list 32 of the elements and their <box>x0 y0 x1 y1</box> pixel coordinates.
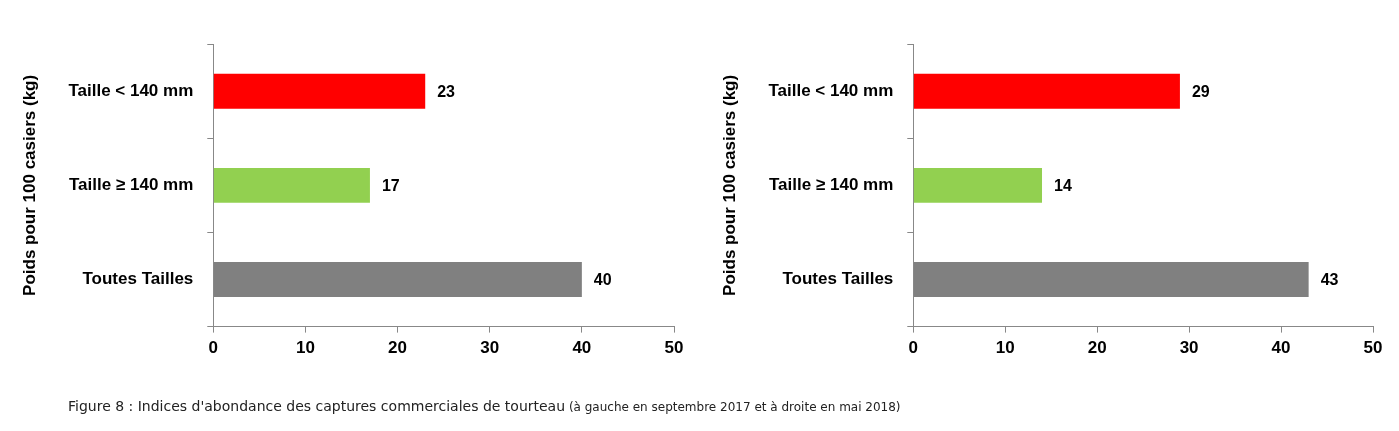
bar <box>213 73 426 109</box>
data-label: 43 <box>1320 270 1339 288</box>
text: (à gauche en septembre 2017 et à droite en mai 2018) <box>567 400 901 414</box>
x-tick-label: 10 <box>295 338 315 358</box>
data-label: 29 <box>1191 82 1210 100</box>
y-tick-label: Taille < 140 mm <box>68 80 194 100</box>
bar <box>213 167 370 203</box>
y-tick-label: Toutes Tailles <box>82 269 194 289</box>
data-label: 17 <box>381 176 400 194</box>
y-axis-title: Poids pour 100 casiers (kg) <box>19 74 39 296</box>
x-tick-label: 40 <box>572 338 592 358</box>
x-tick-label: 20 <box>1087 338 1107 358</box>
x-tick-label: 50 <box>664 338 684 358</box>
y-axis-title: Poids pour 100 casiers (kg) <box>719 74 739 296</box>
y-tick-label: Taille < 140 mm <box>768 80 894 100</box>
data-label: 23 <box>437 82 456 100</box>
bar <box>913 167 1043 203</box>
y-tick-label: Taille ≥ 140 mm <box>69 175 194 195</box>
x-tick-label: 20 <box>388 338 408 358</box>
bar <box>913 73 1180 109</box>
caption: Figure 8 : Indices d'abondance des captures commerciales de tourteau <box>68 398 566 414</box>
data-label: 40 <box>593 270 612 288</box>
x-tick-label: 10 <box>995 338 1015 358</box>
x-tick-label: 40 <box>1271 338 1291 358</box>
x-tick-label: 0 <box>208 338 219 358</box>
x-tick-label: 0 <box>908 338 919 358</box>
x-tick-label: 30 <box>1179 338 1199 358</box>
data-label: 14 <box>1054 176 1072 194</box>
x-tick-label: 30 <box>480 338 500 358</box>
y-tick-label: Taille ≥ 140 mm <box>769 175 894 195</box>
x-tick-label: 50 <box>1363 338 1383 358</box>
y-tick-label: Toutes Tailles <box>782 269 894 289</box>
